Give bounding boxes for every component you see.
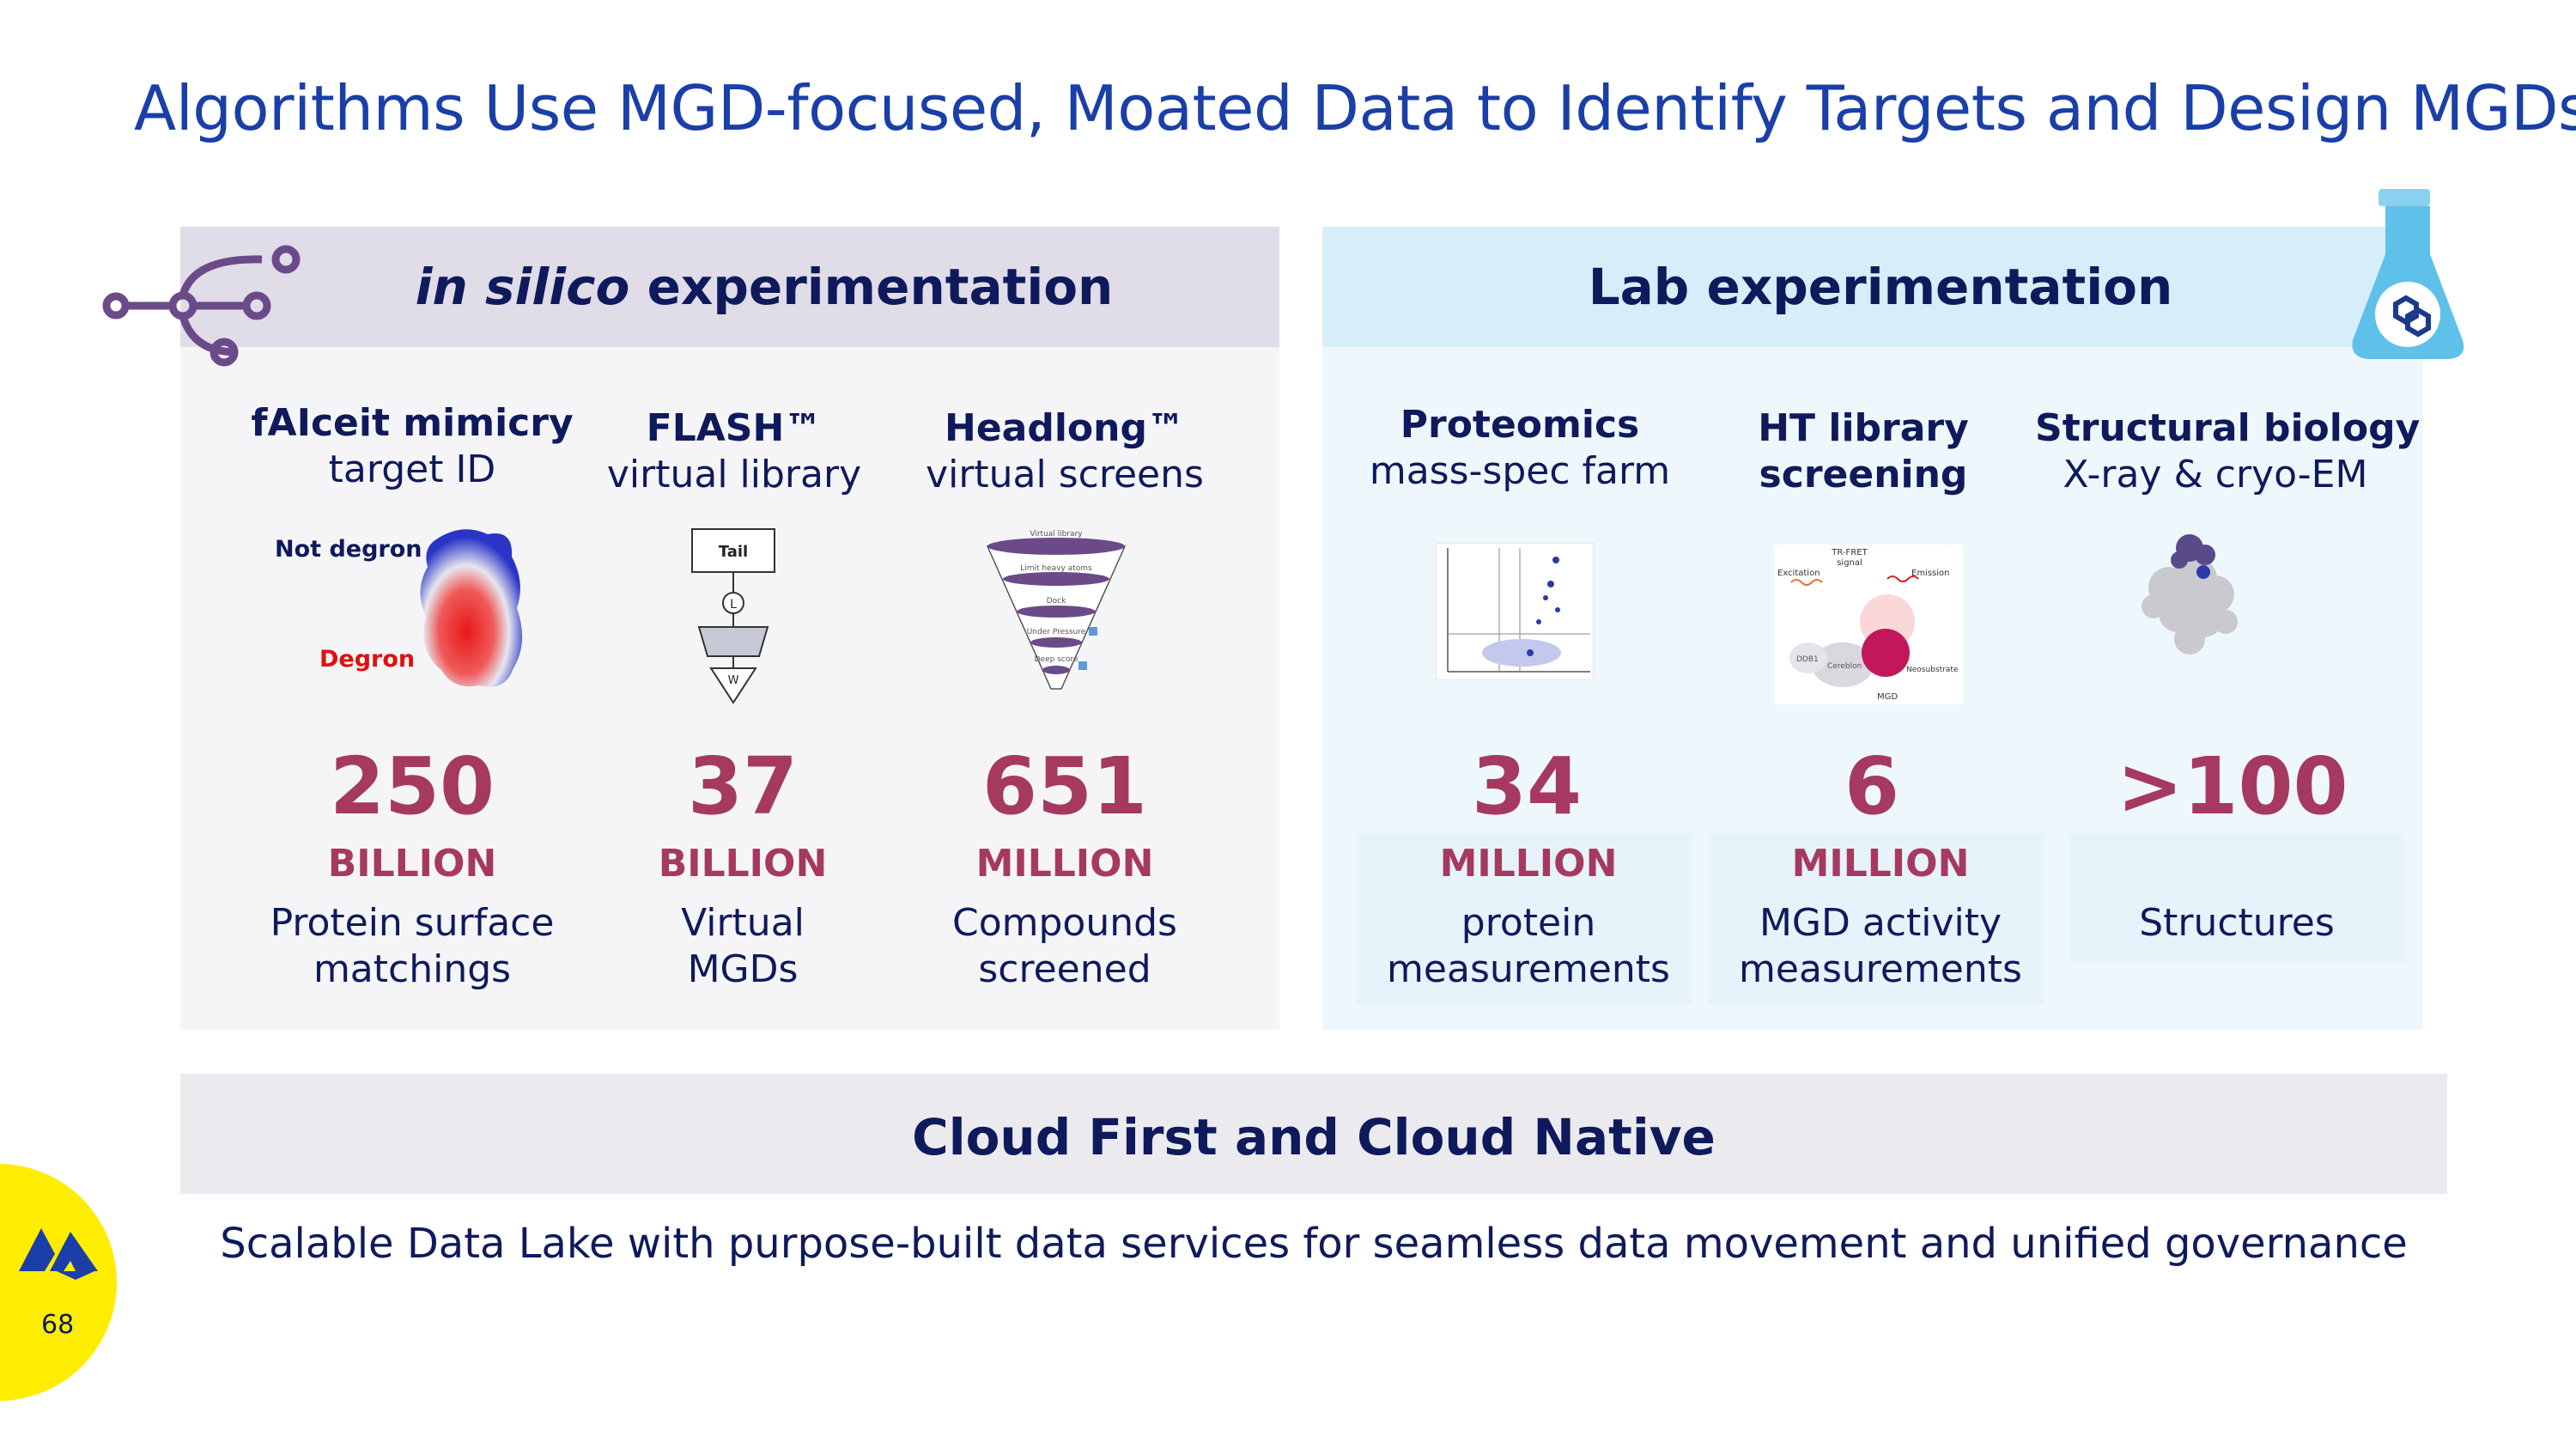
protein-structure-image	[2142, 534, 2238, 654]
linker-label: L	[730, 598, 737, 612]
structural-biology-header: Structural biology X-ray & cryo-EM	[2035, 406, 2421, 496]
stat-value: 37	[687, 740, 799, 832]
cloud-heading: Cloud First and Cloud Native	[912, 1108, 1716, 1166]
not-degron-label: Not degron	[275, 536, 422, 563]
structural-stat-box	[2069, 833, 2404, 962]
emission-label: Emission	[1911, 569, 1950, 578]
protein-surface-image	[420, 529, 523, 687]
degron-label: Degron	[319, 646, 416, 673]
page-title: Algorithms Use MGD-focused, Moated Data …	[134, 72, 2576, 144]
stat-description: Virtual MGDs	[681, 901, 805, 991]
proteomics-stat-box	[1357, 833, 1692, 1005]
stat-unit: BILLION	[327, 842, 497, 886]
headlong-header: Headlong™ virtual screens	[926, 406, 1204, 496]
neosubstrate-label: Neosubstrate	[1906, 666, 1959, 674]
faiceit-header: fAIceit mimicry target ID	[251, 401, 574, 491]
mgd-label: MGD	[1877, 692, 1898, 702]
stat-unit: MILLION	[1439, 842, 1618, 886]
proteomics-header: Proteomics mass-spec farm	[1369, 403, 1671, 493]
flash-molecule-diagram: Tail L W	[691, 528, 775, 704]
page-number: 68	[41, 1310, 75, 1340]
ht-stat-box	[1709, 833, 2044, 1005]
network-icon	[102, 245, 301, 367]
stat-unit: MILLION	[975, 842, 1154, 886]
trfret-label: TR-FRET	[1831, 548, 1868, 557]
stat-description: protein measurements	[1387, 901, 1670, 991]
cereblon-label: Cereblon	[1827, 662, 1862, 671]
cloud-description: Scalable Data Lake with purpose-built da…	[220, 1220, 2408, 1268]
stat-unit: MILLION	[1791, 842, 1970, 886]
stat-description: Compounds screened	[952, 901, 1177, 991]
flask-icon	[2352, 189, 2464, 359]
lab-header: Lab experimentation	[1588, 258, 2173, 316]
funnel-label: Dock	[1047, 597, 1066, 606]
tail-label: Tail	[719, 543, 748, 561]
screening-funnel-diagram: Virtual library Limit heavy atoms Dock U…	[986, 530, 1127, 690]
stat-value: 34	[1471, 740, 1583, 832]
stat-description: Structures	[2139, 901, 2335, 945]
lab-header-bar	[1322, 227, 2423, 347]
ht-library-header: HT library screening	[1758, 406, 1969, 496]
in-silico-header-bar	[180, 227, 1279, 347]
volcano-plot-image	[1436, 543, 1594, 680]
stat-description: MGD activity measurements	[1739, 901, 2022, 991]
cloud-bar	[180, 1074, 2447, 1194]
excitation-label: Excitation	[1777, 569, 1820, 578]
stat-value: 651	[981, 740, 1148, 832]
flash-header: FLASH™ virtual library	[606, 406, 862, 496]
company-logo-icon	[19, 1228, 98, 1280]
warhead-label: W	[728, 674, 739, 687]
stat-value: >100	[2117, 740, 2348, 832]
in-silico-header: in silico experimentation	[415, 258, 1114, 316]
funnel-label: Limit heavy atoms	[1020, 564, 1092, 573]
tr-fret-assay-image: TR-FRET signal Excitation Emission DDB1 …	[1774, 545, 1963, 704]
ddb1-label: DDB1	[1796, 655, 1819, 664]
funnel-label: Under Pressure	[1027, 628, 1086, 636]
stat-description: Protein surface matchings	[270, 901, 555, 991]
stat-value: 250	[329, 740, 495, 832]
funnel-label: Deep score	[1035, 655, 1078, 664]
trfret-label: signal	[1837, 558, 1862, 568]
stat-value: 6	[1844, 740, 1899, 832]
funnel-label: Virtual library	[1030, 530, 1083, 539]
stat-unit: BILLION	[658, 842, 828, 886]
